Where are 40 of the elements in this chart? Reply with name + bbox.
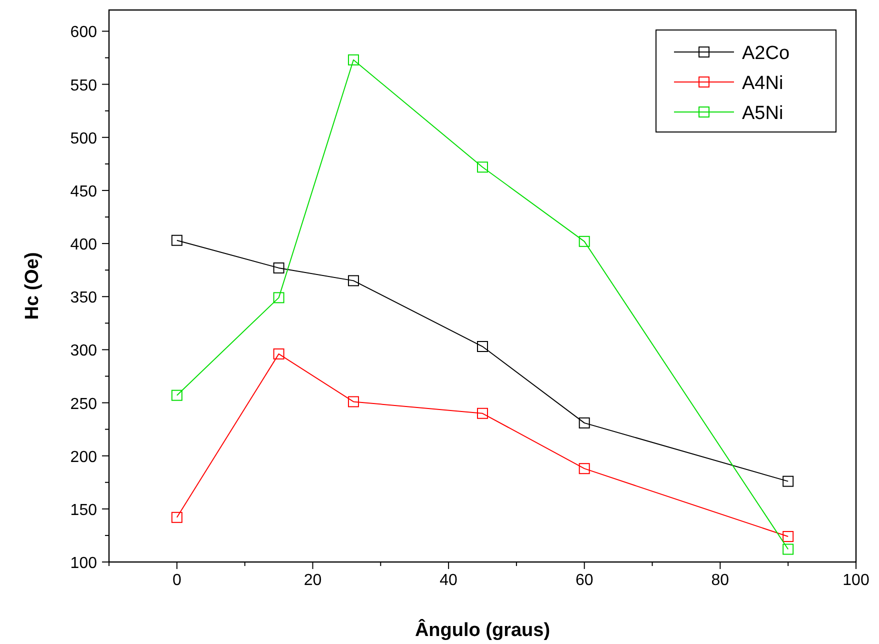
point [348, 275, 359, 286]
point [348, 54, 359, 66]
y-tick-label: 250 [70, 396, 98, 413]
legend-label: A4Ni [742, 73, 784, 94]
x-tick-label: 80 [711, 572, 730, 589]
x-tick-label: 20 [304, 572, 322, 589]
point [273, 292, 284, 304]
y-tick-label: 300 [70, 342, 98, 360]
point [477, 162, 488, 173]
point [578, 463, 590, 474]
point [477, 408, 488, 419]
y-tick-label: 150 [70, 502, 98, 519]
x-tick-label: 40 [440, 572, 458, 589]
y-tick-label: 550 [70, 77, 98, 94]
point [477, 341, 488, 352]
point [171, 390, 182, 401]
legend-label: A2Co [742, 43, 790, 64]
point [171, 512, 182, 523]
x-tick-label: 100 [842, 572, 870, 589]
point [578, 417, 590, 428]
point [348, 396, 359, 408]
y-tick-label: 600 [70, 24, 98, 42]
y-tick-label: 450 [70, 183, 98, 200]
y-tick-label: 100 [70, 555, 98, 572]
y-tick-label: 350 [70, 290, 98, 307]
point [578, 236, 590, 247]
y-tick-label: 500 [70, 130, 98, 148]
x-tick-label: 60 [575, 572, 594, 589]
point [782, 531, 794, 542]
point [171, 234, 182, 246]
point [782, 544, 794, 555]
y-axis-title: Hc (Oe) [22, 252, 43, 320]
x-axis-title: Ângulo (graus) [414, 618, 550, 641]
point [273, 348, 284, 360]
point [782, 476, 794, 487]
x-tick-label: 0 [172, 572, 182, 589]
y-tick-label: 200 [70, 448, 98, 466]
y-tick-label: 400 [70, 236, 98, 254]
point [273, 262, 284, 274]
legend-label: A5Ni [742, 103, 784, 124]
